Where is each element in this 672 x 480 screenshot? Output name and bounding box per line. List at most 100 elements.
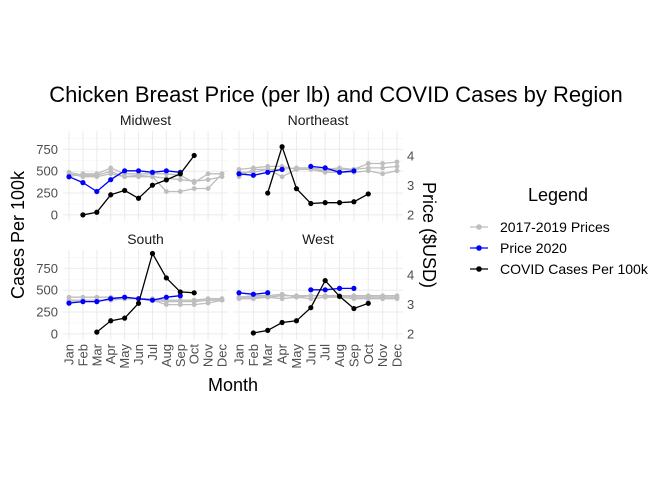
covid-cases-point xyxy=(351,305,357,312)
covid-cases-point xyxy=(163,275,169,281)
legend-key-point xyxy=(476,266,482,272)
covid-cases-point xyxy=(308,305,314,311)
prior-price-point xyxy=(294,294,299,300)
price-2020-point xyxy=(308,163,314,170)
covid-cases-point xyxy=(279,144,285,150)
price-2020-point xyxy=(122,294,128,300)
prior-price-point xyxy=(279,174,285,180)
covid-cases-point xyxy=(265,327,271,333)
price-2020-point xyxy=(250,172,256,178)
prior-price-point xyxy=(380,161,386,166)
prior-price-line xyxy=(238,165,398,172)
prior-price-point xyxy=(122,174,128,180)
price-2020-point xyxy=(308,287,314,293)
prior-price-point xyxy=(177,189,183,194)
y-right-tick-label: 2 xyxy=(407,327,414,342)
price-2020-point xyxy=(122,168,128,174)
prior-price-point xyxy=(219,297,225,303)
covid-cases-point xyxy=(191,290,197,296)
prior-price-point xyxy=(322,294,328,300)
prior-price-point xyxy=(394,164,400,169)
prior-price-point xyxy=(163,189,169,194)
x-tick-label: May xyxy=(289,344,304,369)
prior-price-point xyxy=(322,169,328,175)
x-tick-label: Jan xyxy=(62,344,77,365)
price-2020-point xyxy=(351,285,357,291)
covid-cases-point xyxy=(336,293,343,299)
x-tick-label: May xyxy=(117,344,132,369)
y-right-tick-label: 3 xyxy=(407,297,414,312)
price-2020-point xyxy=(149,169,156,175)
covid-cases-point xyxy=(94,209,100,215)
price-2020-point xyxy=(80,180,86,186)
covid-cases-point xyxy=(322,200,328,206)
prior-price-point xyxy=(191,302,197,307)
prior-price-point xyxy=(205,186,211,191)
price-2020-point xyxy=(66,300,72,306)
prior-price-point xyxy=(394,296,400,302)
price-2020-point xyxy=(322,165,328,171)
prior-price-point xyxy=(108,165,114,171)
y-right-tick-label: 2 xyxy=(407,208,414,223)
covid-cases-point xyxy=(351,199,357,205)
prior-price-point xyxy=(380,171,386,177)
price-2020-point xyxy=(163,168,169,174)
y-left-tick-label: 0 xyxy=(51,207,58,222)
y-right-tick-label: 3 xyxy=(407,178,414,193)
x-tick-label: Nov xyxy=(375,344,390,368)
price-2020-point xyxy=(163,294,169,300)
y-right-tick-label: 4 xyxy=(407,268,414,283)
prior-price-point xyxy=(108,171,114,177)
price-2020-point xyxy=(336,285,343,291)
x-tick-label: Feb xyxy=(75,344,90,366)
prior-price-point xyxy=(136,174,141,180)
y-axis-right-title: Price ($USD) xyxy=(419,182,439,288)
prior-price-point xyxy=(380,165,386,171)
x-tick-label: Apr xyxy=(275,343,290,364)
prior-price-point xyxy=(365,296,371,302)
prior-price-point xyxy=(150,174,155,180)
price-2020-point xyxy=(66,174,72,180)
panel-background xyxy=(63,250,228,340)
price-2020-point xyxy=(265,290,271,296)
legend-key-point xyxy=(476,224,482,230)
price-2020-point xyxy=(149,297,156,303)
y-left-tick-label: 0 xyxy=(51,326,58,341)
covid-cases-point xyxy=(250,330,256,336)
prior-price-point xyxy=(250,166,256,172)
x-tick-label: Mar xyxy=(260,343,275,366)
legend-label: COVID Cases Per 100k xyxy=(500,261,649,277)
legend-label: 2017-2019 Prices xyxy=(500,219,610,235)
x-tick-label: Aug xyxy=(159,344,174,367)
covid-cases-point xyxy=(322,277,328,284)
covid-cases-point xyxy=(293,318,300,324)
x-tick-label: Nov xyxy=(201,344,216,368)
x-tick-label: Jul xyxy=(145,344,160,361)
covid-cases-point xyxy=(108,192,114,198)
prior-price-point xyxy=(191,186,197,191)
x-tick-label: Jun xyxy=(303,344,318,365)
covid-cases-point xyxy=(293,186,300,192)
covid-cases-point xyxy=(149,182,156,188)
prior-price-point xyxy=(380,296,386,302)
covid-cases-point xyxy=(336,200,343,206)
price-2020-point xyxy=(336,169,343,175)
covid-cases-point xyxy=(177,171,183,177)
prior-price-point xyxy=(265,294,271,300)
prior-price-point xyxy=(394,159,400,165)
covid-cases-point xyxy=(365,300,371,306)
price-2020-point xyxy=(279,166,285,172)
chart-title: Chicken Breast Price (per lb) and COVID … xyxy=(49,82,622,107)
covid-cases-point xyxy=(191,152,197,159)
price-2020-point xyxy=(236,290,242,296)
panel-midwest: Midwest 0 250 500 750 xyxy=(36,112,228,222)
y-left-tick-label: 250 xyxy=(36,186,58,201)
covid-cases-point xyxy=(365,191,371,197)
panel-background xyxy=(233,131,403,221)
price-2020-point xyxy=(322,287,328,293)
covid-cases-point xyxy=(265,190,271,196)
price-2020-point xyxy=(236,171,242,177)
x-tick-label: Dec xyxy=(215,344,230,368)
covid-cases-point xyxy=(108,318,114,324)
covid-cases-point xyxy=(177,289,183,295)
